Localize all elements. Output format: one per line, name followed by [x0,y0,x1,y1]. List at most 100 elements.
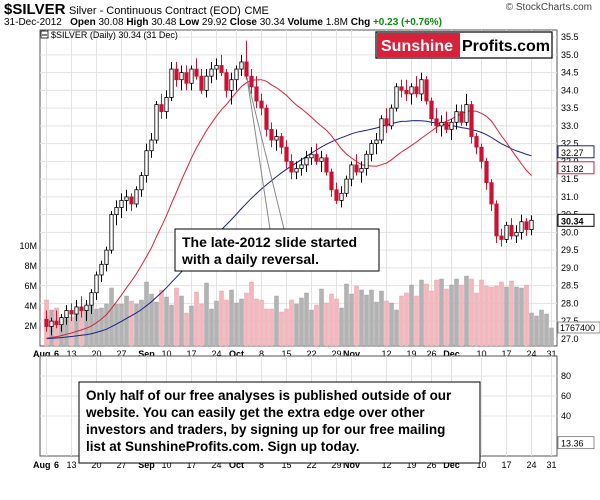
candle-body [354,164,359,173]
candle-body [439,121,444,127]
candle-body [494,203,499,237]
x-tick-label: 17 [186,349,196,359]
volume-bar [314,304,319,347]
price-tick-label: 31.0 [561,192,579,202]
volume-tick-label: 4M [24,301,37,311]
volume-bar [139,299,144,347]
volume-bar [544,313,549,347]
price-marker-box [557,213,595,227]
candle-body [329,171,334,191]
x-tick-label: Sep [138,460,155,470]
volume-bar [254,298,259,347]
x-tick-label: Aug [33,460,51,470]
candle-body [134,189,139,205]
candle-body [159,104,164,113]
volume-bar [169,304,174,347]
candle-body [399,86,404,91]
price-tick-label: 30.0 [561,227,579,237]
volume-bar [504,286,509,347]
candle-body [59,317,64,326]
volume-bar [384,300,389,347]
candle-body [314,153,319,162]
chg-label: Chg [350,17,371,28]
x-tick-label: 19 [406,460,416,470]
volume-bar [279,311,284,347]
x-tick-label: 22 [306,460,316,470]
candle-body [334,189,339,201]
candle-body [269,129,274,141]
candle-body [464,104,469,123]
indicator-tick-label: 80 [561,371,571,381]
logo-part1: Sunshine [381,38,453,55]
volume-bar [199,303,204,347]
x-tick-label: Oct [229,460,244,470]
volume-bar [104,303,109,347]
candle-body [384,118,389,127]
candle-body [364,153,369,169]
volume-bar [349,293,354,347]
annotation-pointer-a [246,77,285,230]
annotation-box [174,228,380,272]
chart-title-row: $SILVER Silver - Continuous Contract (EO… [4,1,269,18]
price-tick-label: 33.0 [561,121,579,131]
price-tick-label: 31.5 [561,174,579,184]
volume-bar [309,309,314,347]
candle-body [409,86,414,95]
candle-body [184,72,189,84]
candle-body [94,274,99,294]
volume-bar [399,295,404,347]
price-tick-label: 28.5 [561,281,579,291]
indicator-tick-label: 40 [561,411,571,421]
price-axis: 27.027.528.028.529.029.530.030.531.031.5… [561,32,579,344]
volume-bar [194,291,199,347]
volume-bar [479,279,484,347]
volume-bar [214,300,219,347]
volume-bar [499,281,504,347]
volume-bar [529,312,534,347]
volume-bar [539,309,544,347]
x-tick-label: 12 [381,460,391,470]
ma-short-line [46,79,532,339]
candle-body [54,320,59,326]
x-tick-label: 17 [501,460,511,470]
volume-bar [469,278,474,347]
candle-body [434,118,439,127]
x-tick-label: 20 [91,349,101,359]
candle-body [349,164,354,180]
volume-bar [304,292,309,347]
candle-body [514,231,519,237]
x-tick-label: Sep [138,349,155,359]
candle-body [404,89,409,95]
x-tick-label: 27 [116,349,126,359]
candle-body [304,157,309,166]
volume-bar [184,312,189,347]
candle-body [474,136,479,148]
volume-bar [269,308,274,347]
price-tick-label: 33.5 [561,103,579,113]
volume-bar [409,284,414,347]
x-tick-label: 31 [546,349,556,359]
x-tick-label: 10 [476,349,486,359]
promo-line-3: investors and traders, by signing up for… [86,422,445,437]
volume-bar [494,285,499,347]
volume-bar [449,284,454,347]
x-tick-label: Dec [443,460,460,470]
candle-body [254,86,259,102]
low-value: 29.92 [201,17,227,28]
volume-marker-box [557,321,600,334]
x-tick-label: Aug [33,349,51,359]
x-tick-label: Oct [229,349,244,359]
x-tick-label: 17 [501,349,511,359]
x-tick-label: 27 [116,460,126,470]
price-tick-label: 34.5 [561,68,579,78]
candle-body [499,235,504,240]
x-tick-label: 31 [546,460,556,470]
volume-bar [364,294,369,347]
candle-body [149,139,154,152]
candle-body [244,61,249,77]
candle-body [174,68,179,81]
price-tick-label: 32.5 [561,139,579,149]
candle-body [209,68,214,77]
volume-bar [339,307,344,347]
